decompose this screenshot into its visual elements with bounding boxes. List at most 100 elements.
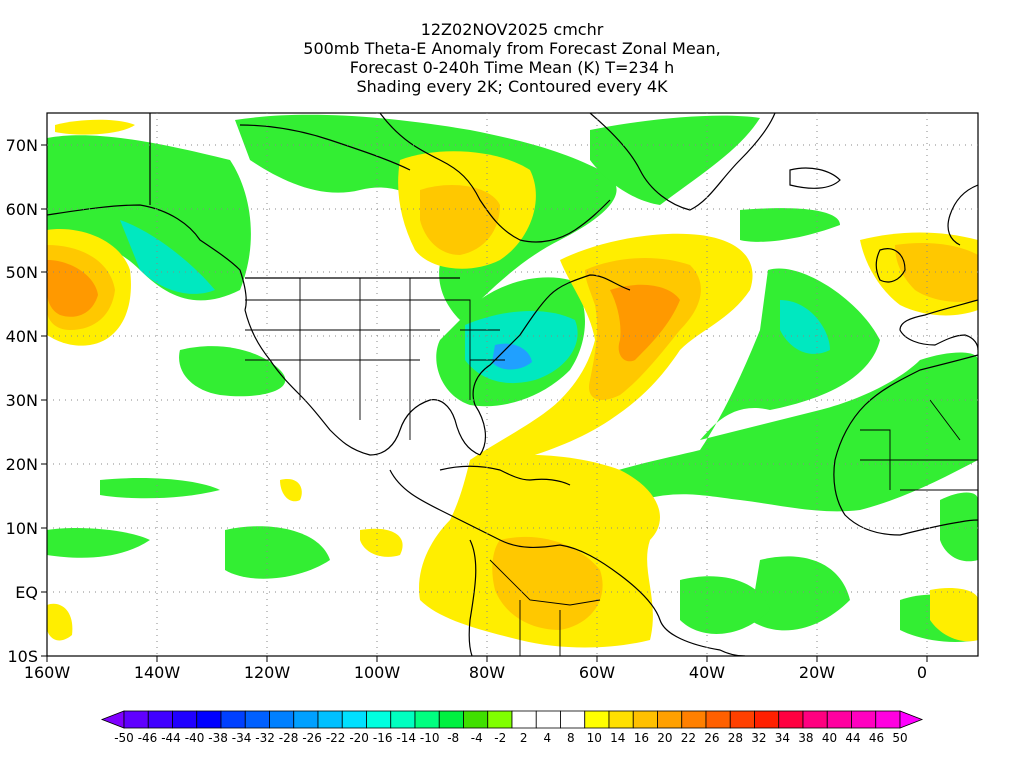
colorbar-swatch [269,710,295,729]
colorbar-label: -28 [279,731,299,745]
colorbar-swatch [632,710,658,729]
colorbar-swatch [608,710,634,729]
colorbar-swatch [414,710,440,729]
colorbar-swatch [778,710,804,729]
colorbar-swatch [705,710,731,729]
colorbar-label: 34 [775,731,790,745]
africa-borders [860,399,978,491]
yellow-region [930,588,978,642]
colorbar-label: 8 [567,731,575,745]
colorbar-swatch [293,710,319,729]
colorbar-label: 44 [845,731,860,745]
south-america-borders [489,559,601,656]
lon-label: 20W [799,663,835,682]
lat-label: 20N [6,455,38,474]
green-region [47,528,150,558]
colorbar-label: 28 [728,731,743,745]
colorbar-swatch [729,710,755,729]
colorbar-swatch [463,710,489,729]
scandinavia [947,184,978,246]
west-and-gulf-coast [244,309,481,456]
colorbar-arrow-left [100,710,125,729]
state-borders [245,278,440,440]
colorbar-label: 26 [704,731,719,745]
cyan-region [120,220,215,294]
cyan-region [780,300,830,354]
orange-region [47,260,98,317]
alaska-coast [47,204,247,311]
colorbar-label: -26 [302,731,322,745]
british-isles [875,248,906,283]
colorbar-label: 14 [610,731,625,745]
lat-label: 10N [6,519,38,538]
colorbar-label: 50 [892,731,907,745]
lon-label: 100W [354,663,401,682]
colorbar-swatch [826,710,852,729]
cuba [439,465,531,481]
hudson-bay-region [379,113,611,243]
lon-label: 140W [134,663,181,682]
orange-region [610,284,680,362]
cyan-region [465,310,578,384]
colorbar-label: -44 [161,731,181,745]
yellow-region [55,119,135,135]
colorbar-label: -20 [349,731,369,745]
lat-label: 40N [6,327,38,346]
west-africa-coast [833,354,978,536]
colorbar-swatch [487,710,513,729]
colorbar-label: -8 [447,731,459,745]
green-region [740,208,840,242]
gold-region [420,185,500,255]
colorbar-swatch [851,710,877,729]
lat-label: 10S [7,647,38,666]
lon-label: 160W [24,663,71,682]
green-region [940,492,978,562]
south-america-west-coast [468,539,477,656]
colorbar-label: 38 [798,731,813,745]
map-frame [46,112,979,657]
yellow-region [360,528,403,557]
colorbar-swatch [220,710,246,729]
colorbar-swatch [196,710,222,729]
title-line-3: Forecast 0-240h Time Mean (K) T=234 h [349,58,675,77]
colorbar-swatch [341,710,367,729]
title-line-1: 12Z02NOV2025 cmchr [420,20,604,39]
greenland [589,113,776,211]
colorbar-label: 4 [543,731,551,745]
colorbar-label: -14 [396,731,416,745]
colorbar-label: 20 [657,731,672,745]
hispaniola [529,478,571,486]
colorbar-label: 10 [587,731,602,745]
title-line-2: 500mb Theta-E Anomaly from Forecast Zona… [303,39,721,58]
colorbar-label: -50 [114,731,134,745]
colorbar-swatch [535,710,561,729]
colorbar-swatch [147,710,173,729]
yellow-region [280,479,302,502]
lat-label: 70N [6,136,38,155]
colorbar-label: 22 [681,731,696,745]
green-region [179,346,286,397]
green-region [47,135,251,301]
lon-label: 60W [579,663,615,682]
blue-core-region [492,343,532,370]
colorbar-swatch [366,710,392,729]
yellow-region [47,603,73,641]
colorbar-label: 16 [634,731,649,745]
colorbar-label: -40 [185,731,205,745]
title-line-4: Shading every 2K; Contoured every 4K [356,77,668,96]
colorbar-swatch [511,710,537,729]
colorbar-swatch [172,710,198,729]
colorbar-label: -10 [420,731,440,745]
colorbar-label: -32 [255,731,275,745]
colorbar-swatch [123,710,149,729]
latitude-labels: 70N 60N 50N 40N 30N 20N 10N EQ 10S [6,136,38,666]
lon-label: 40W [689,663,725,682]
colorbar-swatch [657,710,683,729]
colorbar-swatch [244,710,270,729]
gold-region [895,243,978,302]
lon-label: 0 [917,663,927,682]
colorbar-swatch [754,710,780,729]
green-region [540,268,978,512]
green-region [680,576,770,634]
green-region [750,556,850,631]
